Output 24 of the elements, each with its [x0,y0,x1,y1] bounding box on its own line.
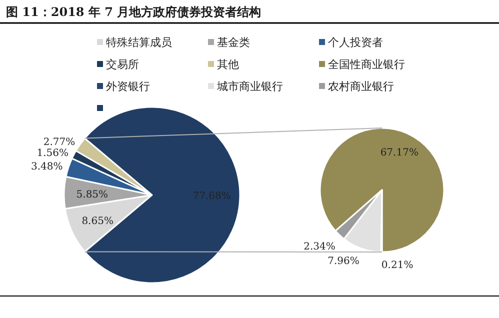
legend-item: 外资银行 [97,80,150,93]
legend-label: 交易所 [106,58,139,71]
legend-item: 基金类 [208,36,250,49]
legend-label: 其他 [217,58,239,71]
legend-item: 其他 [208,58,239,71]
data-label: 67.17% [380,148,418,159]
data-label: 8.65% [82,216,114,227]
legend-item: 农村商业银行 [319,80,394,93]
legend-label: 基金类 [217,36,250,49]
chart-title: 图 11：2018 年 7 月地方政府债券投资者结构 [6,5,262,19]
legend-item: 交易所 [97,58,139,71]
data-label: 2.77% [43,136,76,148]
legend-item: 城市商业银行 [208,80,283,93]
legend-item: 特殊结算成员 [97,36,172,49]
legend-item: 全国性商业银行 [319,58,405,71]
data-label: 7.96% [328,256,360,268]
legend-label: 外资银行 [106,80,150,93]
data-label: 5.85% [76,189,108,200]
legend-item: 个人投资者 [319,36,383,49]
data-label: 2.34% [304,242,336,252]
data-label: 1.56% [36,148,69,159]
data-label: 3.48% [30,161,63,172]
data-label: 77.68% [192,191,231,202]
data-label: 0.21% [381,260,414,271]
